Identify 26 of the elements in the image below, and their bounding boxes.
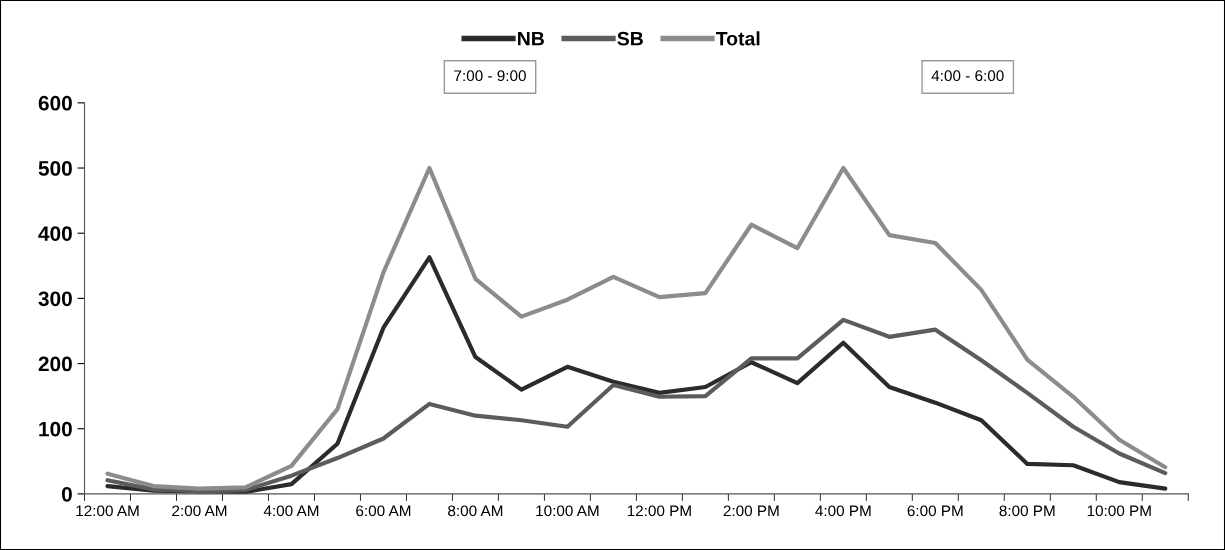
x-tick-label: 8:00 PM bbox=[999, 505, 1055, 517]
y-tick-label: 300 bbox=[38, 291, 72, 307]
y-tick-label: 0 bbox=[61, 486, 72, 502]
y-tick-label: 200 bbox=[38, 356, 72, 372]
legend-label: SB bbox=[617, 31, 643, 46]
x-tick-label: 2:00 AM bbox=[172, 505, 227, 517]
legend-label: Total bbox=[715, 31, 760, 46]
y-tick-label: 400 bbox=[38, 226, 72, 241]
y-tick-label: 100 bbox=[39, 421, 72, 437]
x-tick-label: 12:00 AM bbox=[76, 505, 139, 517]
x-tick-label: 12:00 PM bbox=[627, 505, 691, 517]
x-tick-label: 2:00 PM bbox=[723, 505, 779, 517]
x-tick-label: 6:00 AM bbox=[356, 505, 411, 517]
x-tick-label: 10:00 PM bbox=[1087, 505, 1151, 517]
text: 7:00 - 9:00 bbox=[454, 70, 526, 82]
x-tick-label: 10:00 AM bbox=[536, 505, 599, 517]
line-series bbox=[105, 255, 1168, 494]
x-tick-label: 4:00 PM bbox=[815, 505, 871, 517]
y-tick-label: 600 bbox=[38, 95, 72, 111]
x-tick-label: 6:00 PM bbox=[907, 505, 963, 517]
x-tick-label: 4:00 AM bbox=[263, 505, 319, 517]
y-tick-label: 500 bbox=[38, 161, 72, 176]
text: 4:00 - 6:00 bbox=[931, 70, 1004, 82]
line-series bbox=[105, 165, 1168, 491]
x-tick-label: 8:00 AM bbox=[448, 505, 503, 517]
legend-label: NB bbox=[518, 31, 544, 46]
